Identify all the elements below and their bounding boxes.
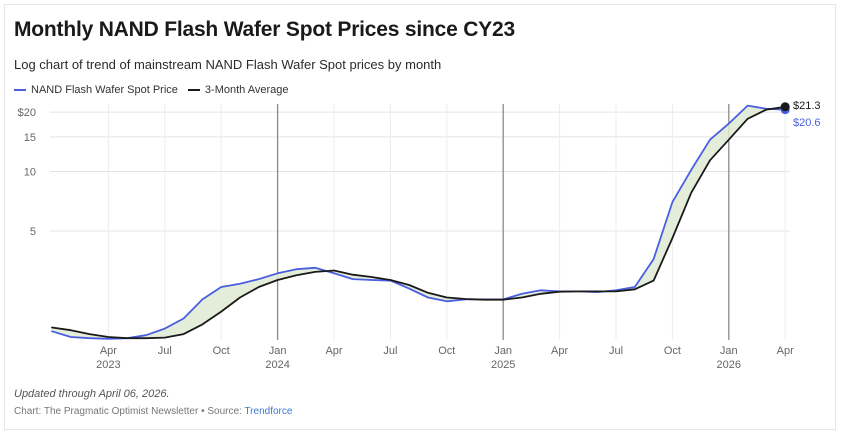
x-tick-label: Oct	[213, 345, 230, 357]
series-line-spot-price	[51, 104, 787, 340]
x-tick-label: Apr	[325, 345, 342, 357]
x-tick-label: Jan	[269, 345, 287, 357]
chart-plot: 5 10 15 $20 Apr 2023 Jul Oct Jan 2024 Apr Jul Oct Jan…	[18, 100, 821, 371]
x-tick-label: Jul	[609, 345, 623, 357]
x-tick-label: Oct	[438, 345, 455, 357]
chart-title: Monthly NAND Flash Wafer Spot Prices sin…	[14, 18, 515, 41]
end-label-3-month-average: $21.3	[793, 100, 821, 112]
credit-text: Chart: The Pragmatic Optimist Newsletter…	[14, 406, 245, 417]
x-tick-label: Apr	[100, 345, 117, 357]
end-label-spot-price: $20.6	[793, 117, 821, 129]
x-year-label: 2025	[491, 359, 515, 371]
x-tick-label: Jan	[494, 345, 512, 357]
x-year-label: 2023	[96, 359, 120, 371]
y-tick-label: 5	[30, 226, 36, 238]
x-tick-label: Apr	[551, 345, 568, 357]
chart-legend: NAND Flash Wafer Spot Price 3-Month Aver…	[14, 84, 299, 96]
end-marker-3-month-average	[780, 102, 790, 112]
legend-item-spot-price: NAND Flash Wafer Spot Price	[14, 84, 178, 96]
legend-swatch-spot-price	[14, 89, 26, 91]
legend-item-3-month-average: 3-Month Average	[187, 84, 289, 96]
difference-band	[52, 105, 786, 339]
footnote-updated: Updated through April 06, 2026.	[14, 388, 170, 400]
x-year-label: 2026	[717, 359, 741, 371]
chart-subtitle: Log chart of trend of mainstream NAND Fl…	[14, 57, 442, 72]
x-tick-label: Apr	[777, 345, 794, 357]
legend-label-3-month-average: 3-Month Average	[204, 84, 289, 96]
x-tick-label: Jan	[720, 345, 738, 357]
chart-card	[4, 4, 836, 430]
x-tick-label: Jul	[158, 345, 172, 357]
chart-credit: Chart: The Pragmatic Optimist Newsletter…	[14, 406, 292, 417]
y-tick-label: $20	[18, 107, 36, 119]
x-tick-label: Jul	[383, 345, 397, 357]
credit-source-link[interactable]: Trendforce	[244, 406, 293, 417]
y-tick-label: 15	[24, 132, 36, 144]
legend-label-spot-price: NAND Flash Wafer Spot Price	[31, 84, 178, 96]
x-tick-label: Oct	[664, 345, 681, 357]
y-tick-label: 10	[24, 167, 36, 179]
legend-swatch-3-month-average	[187, 89, 200, 91]
series-line-3-month-average	[51, 105, 787, 340]
x-year-label: 2024	[265, 359, 289, 371]
